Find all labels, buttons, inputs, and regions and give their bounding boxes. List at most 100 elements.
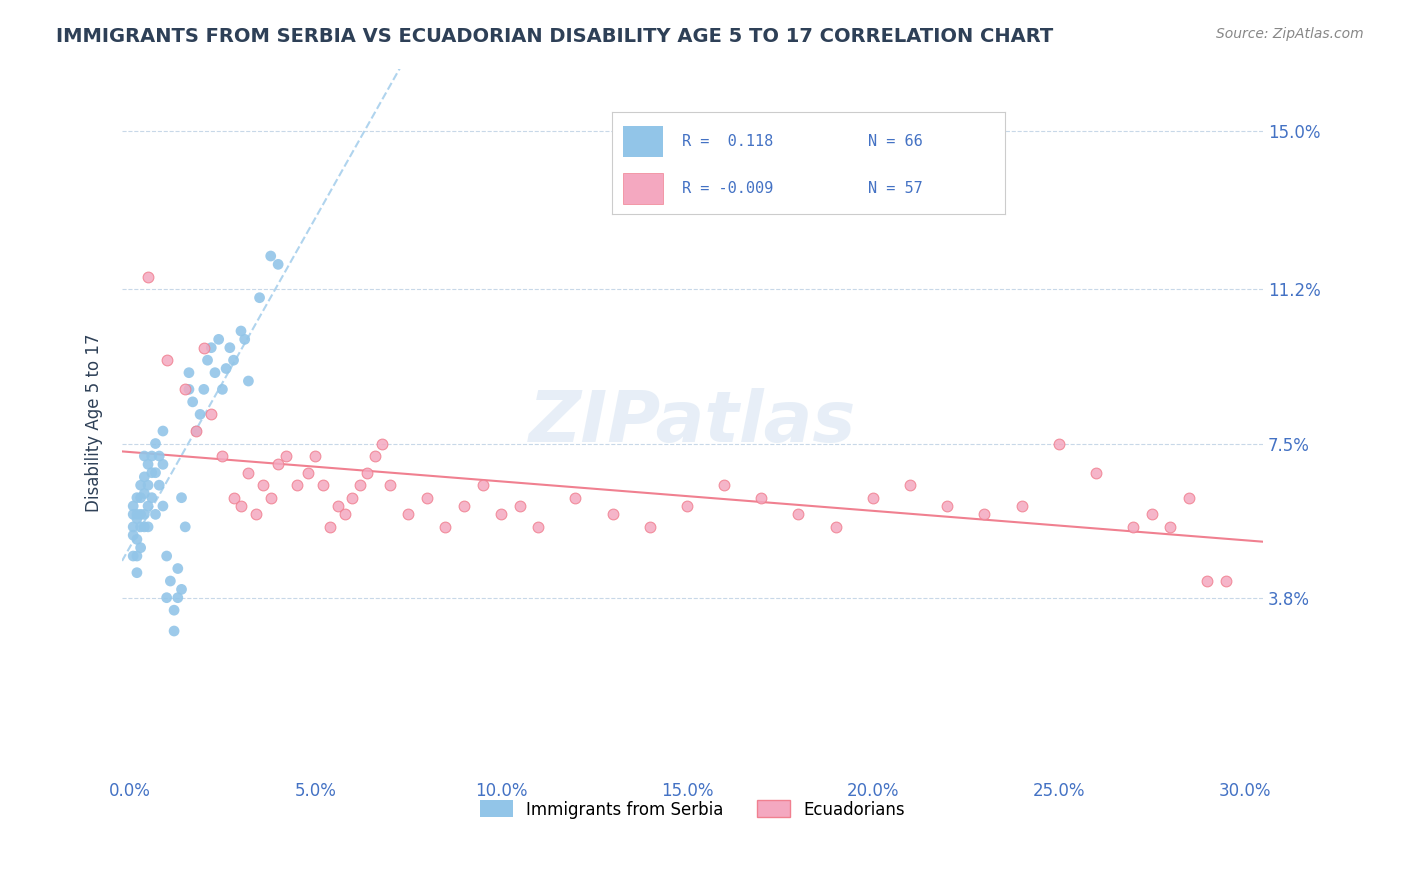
Point: [122, 499, 145, 513]
Point: [1047, 436, 1070, 450]
Point: [297, 466, 319, 480]
Point: [218, 341, 240, 355]
Point: [136, 478, 159, 492]
Point: [122, 520, 145, 534]
Point: [136, 499, 159, 513]
Point: [148, 478, 170, 492]
Point: [166, 561, 188, 575]
Point: [136, 269, 159, 284]
Point: [233, 332, 256, 346]
Point: [285, 478, 308, 492]
Point: [378, 478, 401, 492]
Point: [136, 458, 159, 472]
Point: [1140, 508, 1163, 522]
Point: [396, 508, 419, 522]
Point: [222, 353, 245, 368]
Point: [125, 511, 148, 525]
Text: Source: ZipAtlas.com: Source: ZipAtlas.com: [1216, 27, 1364, 41]
Point: [527, 520, 550, 534]
Point: [174, 520, 197, 534]
Point: [638, 520, 661, 534]
Point: [267, 458, 290, 472]
Point: [152, 424, 174, 438]
Point: [122, 528, 145, 542]
Point: [973, 508, 995, 522]
Point: [159, 574, 181, 588]
Point: [787, 508, 810, 522]
Point: [1197, 574, 1219, 588]
Point: [245, 508, 267, 522]
Point: [489, 508, 512, 522]
Point: [166, 591, 188, 605]
Point: [749, 491, 772, 505]
Point: [145, 466, 167, 480]
Point: [713, 478, 735, 492]
Point: [1011, 499, 1033, 513]
Point: [676, 499, 699, 513]
Point: [122, 508, 145, 522]
Point: [134, 449, 156, 463]
Point: [186, 424, 208, 438]
Bar: [623, 173, 662, 204]
Point: [453, 499, 475, 513]
Point: [602, 508, 624, 522]
Point: [1159, 520, 1181, 534]
Point: [141, 449, 163, 463]
Text: R =  0.118: R = 0.118: [682, 134, 773, 149]
Point: [174, 383, 197, 397]
Point: [238, 374, 260, 388]
Point: [122, 549, 145, 563]
Point: [129, 541, 152, 555]
Text: R = -0.009: R = -0.009: [682, 181, 773, 196]
Point: [188, 408, 211, 422]
Bar: [623, 126, 662, 157]
Point: [193, 383, 215, 397]
Point: [342, 491, 364, 505]
Point: [936, 499, 959, 513]
Point: [267, 257, 290, 271]
Point: [156, 353, 179, 368]
Point: [129, 478, 152, 492]
Point: [333, 508, 356, 522]
Point: [211, 383, 233, 397]
Point: [125, 566, 148, 580]
Text: ZIPatlas: ZIPatlas: [529, 388, 856, 458]
Point: [252, 478, 274, 492]
Point: [129, 520, 152, 534]
Point: [170, 491, 193, 505]
Point: [824, 520, 846, 534]
Point: [134, 486, 156, 500]
Point: [304, 449, 326, 463]
Point: [156, 549, 179, 563]
Point: [193, 341, 215, 355]
Point: [152, 458, 174, 472]
Point: [326, 499, 349, 513]
Legend: Immigrants from Serbia, Ecuadorians: Immigrants from Serbia, Ecuadorians: [472, 794, 912, 825]
Point: [200, 341, 222, 355]
Point: [1122, 520, 1144, 534]
Point: [249, 291, 271, 305]
Point: [434, 520, 457, 534]
Point: [319, 520, 342, 534]
Point: [145, 436, 167, 450]
Point: [163, 624, 186, 638]
Point: [211, 449, 233, 463]
Point: [1177, 491, 1199, 505]
Point: [200, 408, 222, 422]
Point: [862, 491, 884, 505]
Point: [163, 603, 186, 617]
Point: [129, 491, 152, 505]
Point: [208, 332, 231, 346]
Point: [145, 508, 167, 522]
Point: [197, 353, 219, 368]
Point: [177, 366, 200, 380]
Point: [364, 449, 387, 463]
Point: [125, 508, 148, 522]
Point: [349, 478, 371, 492]
Point: [134, 520, 156, 534]
Point: [274, 449, 297, 463]
Point: [125, 549, 148, 563]
Point: [177, 383, 200, 397]
Point: [222, 491, 245, 505]
Point: [156, 591, 179, 605]
